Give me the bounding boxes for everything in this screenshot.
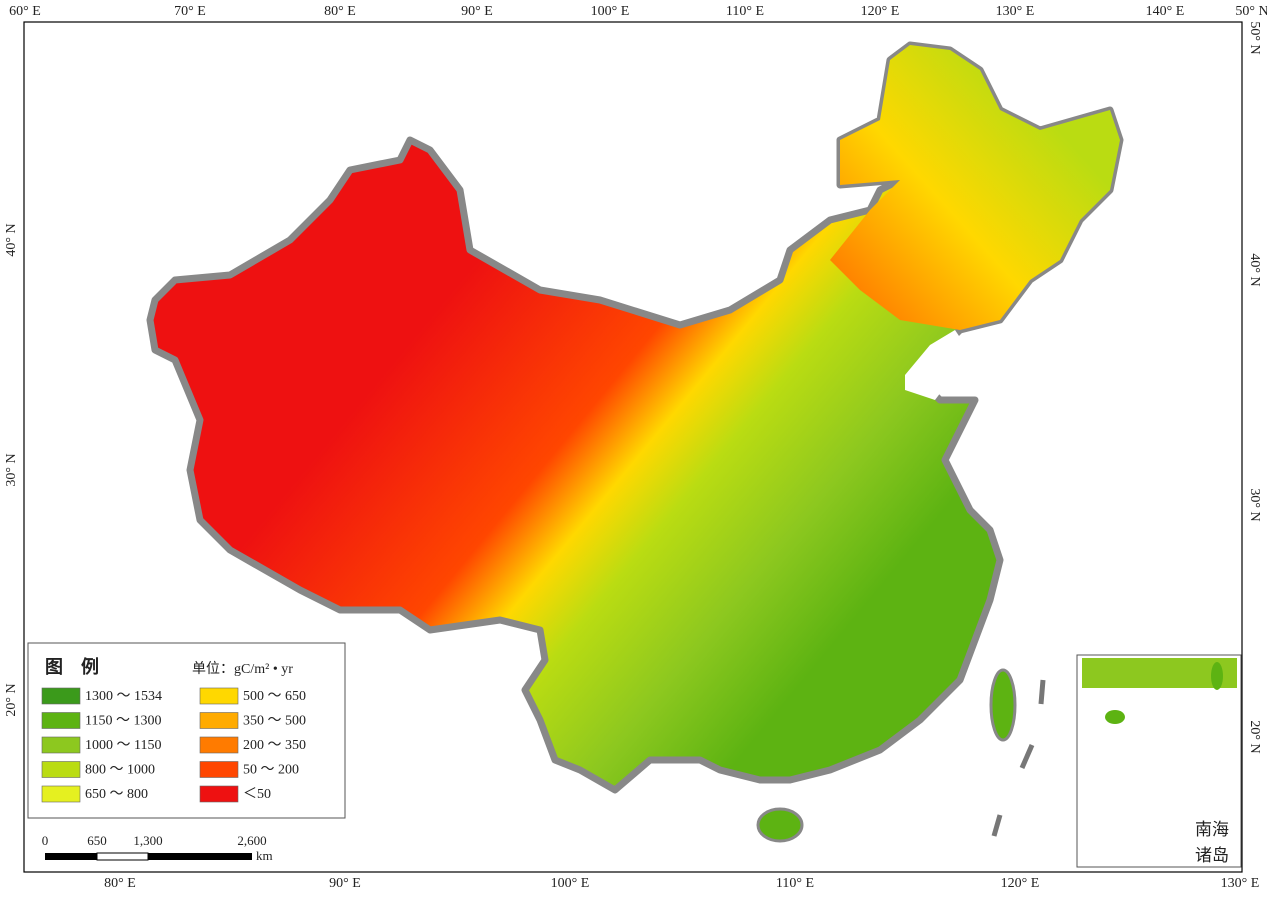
longitude-label: 70° E: [174, 4, 206, 19]
longitude-label: 110° E: [726, 4, 764, 19]
longitude-label: 50° N: [1235, 4, 1267, 19]
longitude-label: 120° E: [861, 4, 900, 19]
legend-swatch: [199, 712, 239, 729]
legend-label: 200 ～ 350: [243, 738, 306, 753]
legend-label: 1000 ～ 1150: [85, 738, 161, 753]
legend-label: ＜50: [243, 787, 271, 802]
latitude-label: 30° N: [1247, 488, 1262, 521]
inset-label-line: 诸岛: [1195, 846, 1229, 866]
legend-swatch: [41, 687, 81, 705]
latitude-label: 20° N: [1247, 720, 1262, 753]
longitude-label: 110° E: [776, 876, 814, 891]
longitude-label: 100° E: [591, 4, 630, 19]
scale-bar: [45, 852, 252, 861]
latitude-label: 20° N: [4, 683, 19, 716]
longitude-label: 130° E: [996, 4, 1035, 19]
longitude-label: 100° E: [551, 876, 590, 891]
legend-label: 1300 ～ 1534: [85, 689, 162, 704]
scale-label: 1,300: [133, 833, 162, 848]
legend-swatch: [199, 687, 239, 705]
latitude-label: 30° N: [4, 453, 19, 486]
inset-label-line: 南海: [1195, 820, 1229, 840]
legend-label: 650 ～ 800: [85, 787, 148, 802]
inset-hainan: [1105, 710, 1125, 724]
inset-taiwan: [1211, 662, 1223, 690]
longitude-label: 80° E: [324, 4, 356, 19]
legend-swatch: [199, 761, 239, 778]
legend-unit: 单位：gC/m² • yr: [192, 661, 293, 677]
legend-box: [27, 642, 346, 819]
legend-swatch: [199, 785, 239, 803]
scale-label: 2,600: [237, 833, 266, 848]
northeast-region: [830, 45, 1120, 330]
legend-swatch: [41, 712, 81, 729]
nine-dash-line: [991, 679, 1046, 837]
longitude-label: 140° E: [1146, 4, 1185, 19]
legend-title: 图 例: [45, 656, 99, 678]
legend-label: 1150 ～ 1300: [85, 714, 161, 729]
longitude-label: 130° E: [1221, 876, 1260, 891]
scale-label: 0: [42, 833, 49, 848]
legend-swatch: [41, 785, 81, 803]
latitude-label: 40° N: [4, 223, 19, 256]
scale-unit: km: [256, 848, 273, 863]
hainan: [756, 807, 804, 843]
inset-box: [1076, 654, 1242, 868]
longitude-label: 120° E: [1001, 876, 1040, 891]
bohai-sea: [905, 330, 965, 400]
legend-label: 500 ～ 650: [243, 689, 306, 704]
legend-swatch: [41, 736, 81, 754]
longitude-label: 90° E: [329, 876, 361, 891]
latitude-label: 50° N: [1247, 21, 1262, 54]
longitude-label: 60° E: [9, 4, 41, 19]
taiwan: [989, 668, 1017, 742]
legend-swatch: [199, 736, 239, 754]
legend-label: 50 ～ 200: [243, 763, 299, 778]
longitude-label: 80° E: [104, 876, 136, 891]
legend-swatch: [41, 761, 81, 778]
scale-label: 650: [87, 833, 107, 848]
legend-label: 800 ～ 1000: [85, 763, 155, 778]
legend-label: 350 ～ 500: [243, 714, 306, 729]
latitude-label: 40° N: [1247, 253, 1262, 286]
longitude-label: 90° E: [461, 4, 493, 19]
